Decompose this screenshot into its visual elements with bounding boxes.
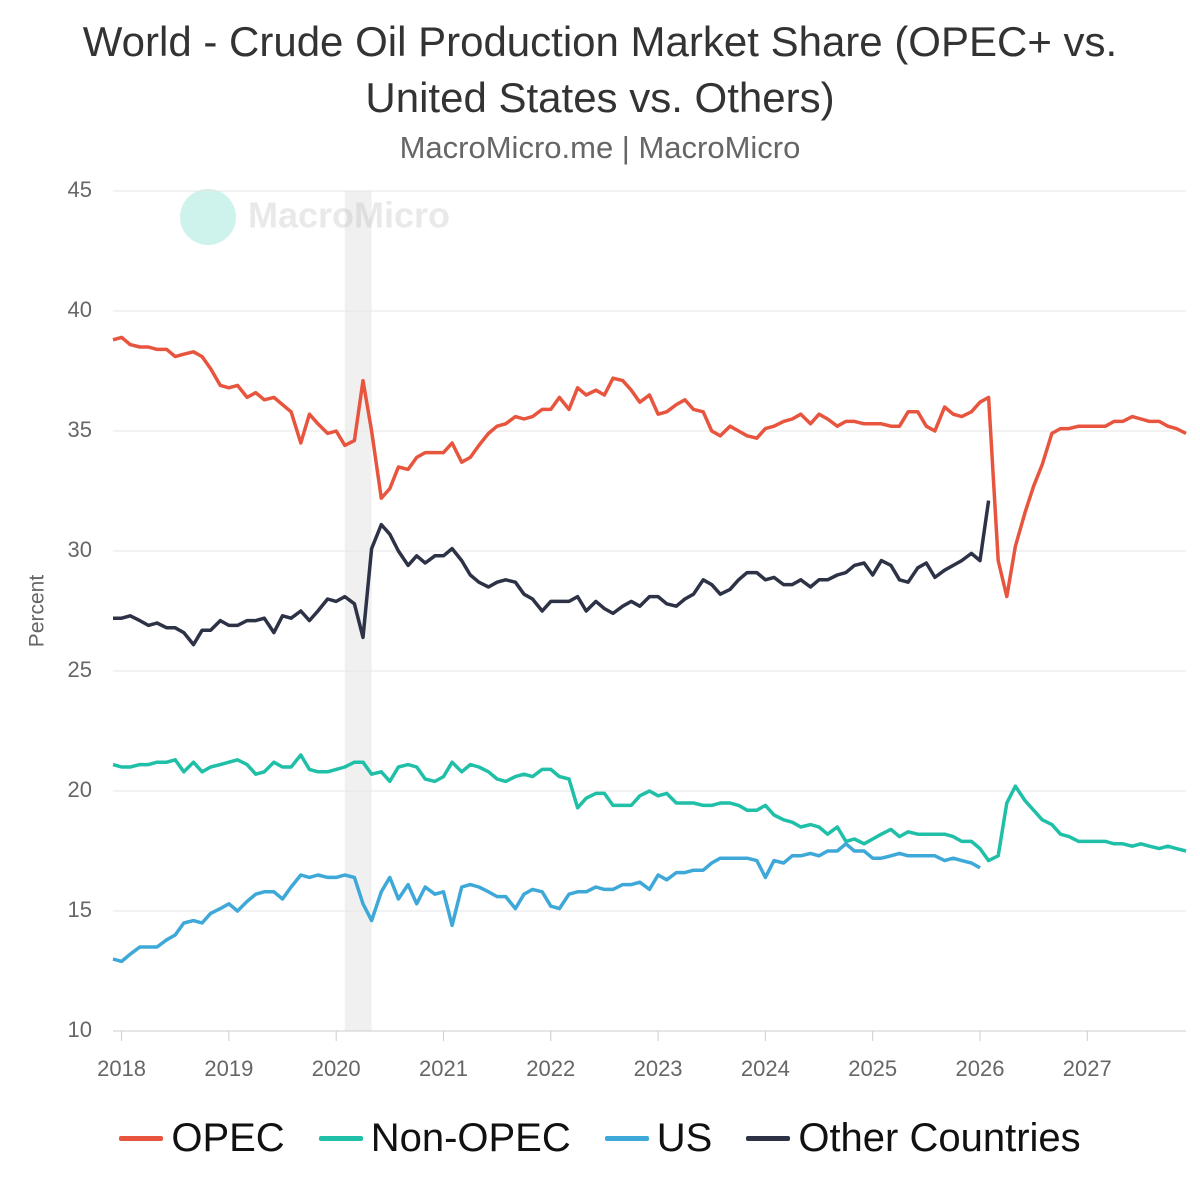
- y-tick-label: 10: [68, 1017, 92, 1042]
- y-tick-label: 30: [68, 537, 92, 562]
- series-line: [112, 335, 1187, 599]
- shaded-band: [344, 191, 372, 1031]
- legend-label: Non-OPEC: [370, 1116, 571, 1160]
- legend-label: Other Countries: [798, 1116, 1081, 1160]
- legend-item[interactable]: Other Countries: [746, 1116, 1081, 1161]
- y-tick-label: 20: [68, 777, 92, 802]
- y-tick-label: 40: [68, 297, 92, 322]
- x-tick-label: 2018: [97, 1056, 146, 1081]
- chart-subtitle: MacroMicro.me | MacroMicro: [399, 130, 801, 165]
- x-tick-label: 2022: [526, 1056, 575, 1081]
- legend-swatch: [318, 1136, 363, 1141]
- x-tick-label: 2026: [956, 1056, 1005, 1081]
- legend-swatch: [604, 1136, 649, 1141]
- y-tick-label: 45: [68, 177, 92, 202]
- legend-item[interactable]: OPEC: [119, 1116, 285, 1161]
- y-axis-label: Percent: [26, 575, 49, 648]
- legend-item[interactable]: US: [604, 1116, 713, 1161]
- series-line: [112, 753, 1187, 863]
- chart-title: World - Crude Oil Production Market Shar…: [82, 18, 1118, 121]
- series-line: [112, 842, 981, 964]
- y-tick-label: 25: [68, 657, 92, 682]
- watermark-text: MacroMicro: [248, 195, 450, 236]
- legend-label: US: [656, 1116, 713, 1160]
- y-tick-label: 35: [68, 417, 92, 442]
- legend-swatch: [119, 1136, 164, 1141]
- y-tick-label: 15: [68, 897, 92, 922]
- x-tick-label: 2020: [312, 1056, 361, 1081]
- legend-label: OPEC: [171, 1116, 285, 1160]
- x-tick-label: 2023: [634, 1056, 683, 1081]
- legend-item[interactable]: Non-OPEC: [318, 1116, 571, 1161]
- watermark: MacroMicro: [180, 189, 450, 245]
- legend-swatch: [746, 1136, 791, 1141]
- x-tick-label: 2027: [1063, 1056, 1112, 1081]
- x-tick-label: 2019: [204, 1056, 253, 1081]
- x-tick-label: 2024: [741, 1056, 790, 1081]
- x-tick-label: 2025: [848, 1056, 897, 1081]
- x-tick-label: 2021: [419, 1056, 468, 1081]
- watermark-icon: [180, 189, 236, 245]
- legend: OPEC Non-OPEC US Other Countries: [0, 1116, 1200, 1161]
- series-line: [113, 500, 991, 647]
